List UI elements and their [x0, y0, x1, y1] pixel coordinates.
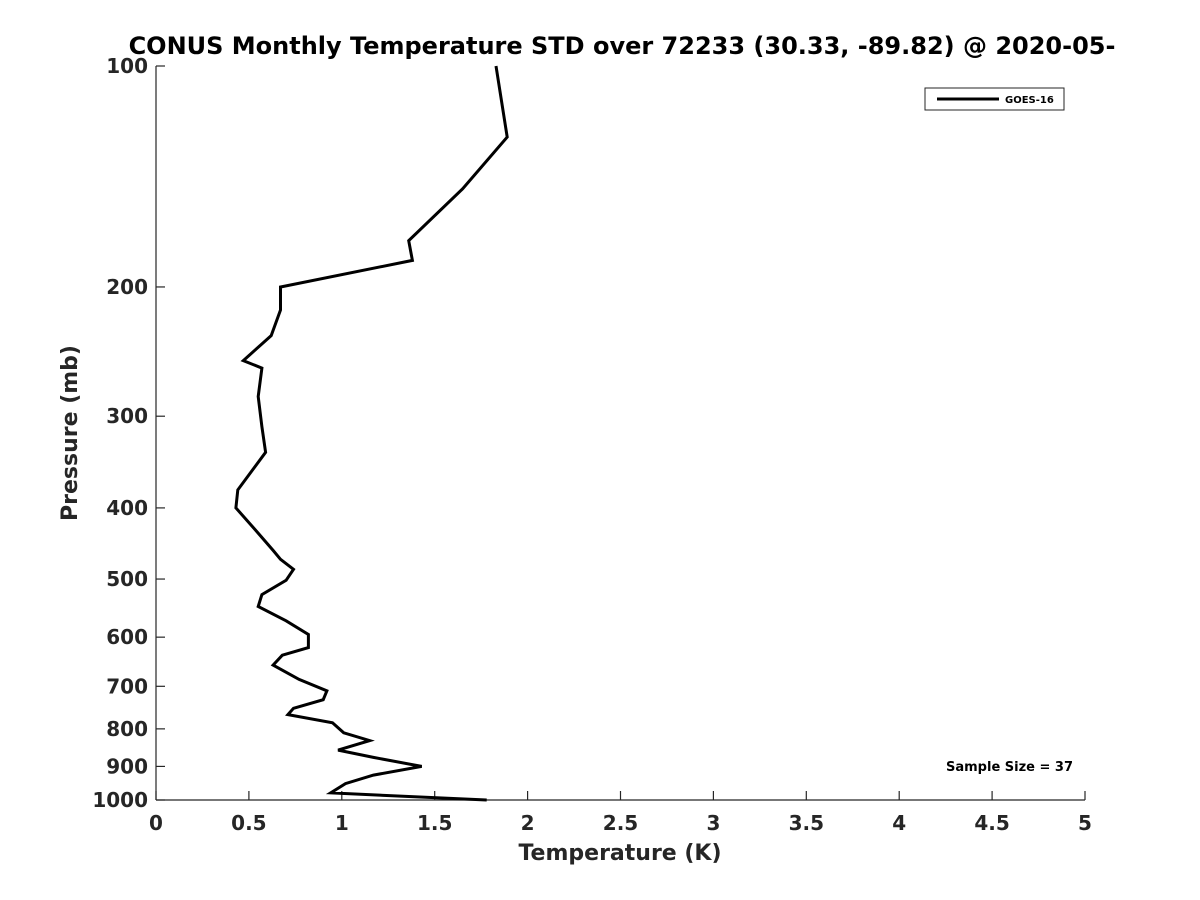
x-tick-label: 4.5: [974, 811, 1009, 835]
x-tick-label: 5: [1078, 811, 1092, 835]
sample-size-annotation: Sample Size = 37: [946, 760, 1073, 775]
y-ticks: 100 200 300 400 500 600 700 800 900 1000: [92, 54, 165, 812]
legend-entry-label: GOES-16: [1005, 95, 1054, 106]
y-tick-label: 900: [106, 754, 148, 778]
y-tick-label: 800: [106, 717, 148, 741]
y-tick-label: 700: [106, 674, 148, 698]
series-layer: [234, 65, 509, 802]
x-tick-label: 2: [521, 811, 535, 835]
y-tick-label: 100: [106, 54, 148, 78]
x-tick-label: 3.5: [789, 811, 824, 835]
x-tick-label: 0.5: [231, 811, 266, 835]
y-tick-label: 400: [106, 496, 148, 520]
y-tick-label: 300: [106, 404, 148, 428]
y-tick-label: 600: [106, 625, 148, 649]
y-tick-label: 1000: [92, 788, 148, 812]
x-tick-label: 4: [892, 811, 906, 835]
x-axis-label: Temperature (K): [518, 841, 721, 866]
series-line-goes-16: [234, 65, 509, 802]
x-tick-label: 3: [706, 811, 720, 835]
y-tick-label: 200: [106, 275, 148, 299]
y-axis-label: Pressure (mb): [58, 345, 83, 521]
legend: GOES-16: [924, 87, 1065, 111]
x-tick-label: 1.5: [417, 811, 452, 835]
x-tick-label: 0: [149, 811, 163, 835]
y-tick-label: 500: [106, 567, 148, 591]
x-tick-label: 2.5: [603, 811, 638, 835]
x-tick-label: 1: [335, 811, 349, 835]
axes: 0 0.5 1 1.5 2 2.5 3 3.5 4 4.5 5 100 200 300 400 500 600…: [92, 54, 1092, 835]
chart-title: CONUS Monthly Temperature STD over 72233…: [129, 32, 1116, 60]
x-ticks: 0 0.5 1 1.5 2 2.5 3 3.5 4 4.5 5: [149, 791, 1092, 835]
